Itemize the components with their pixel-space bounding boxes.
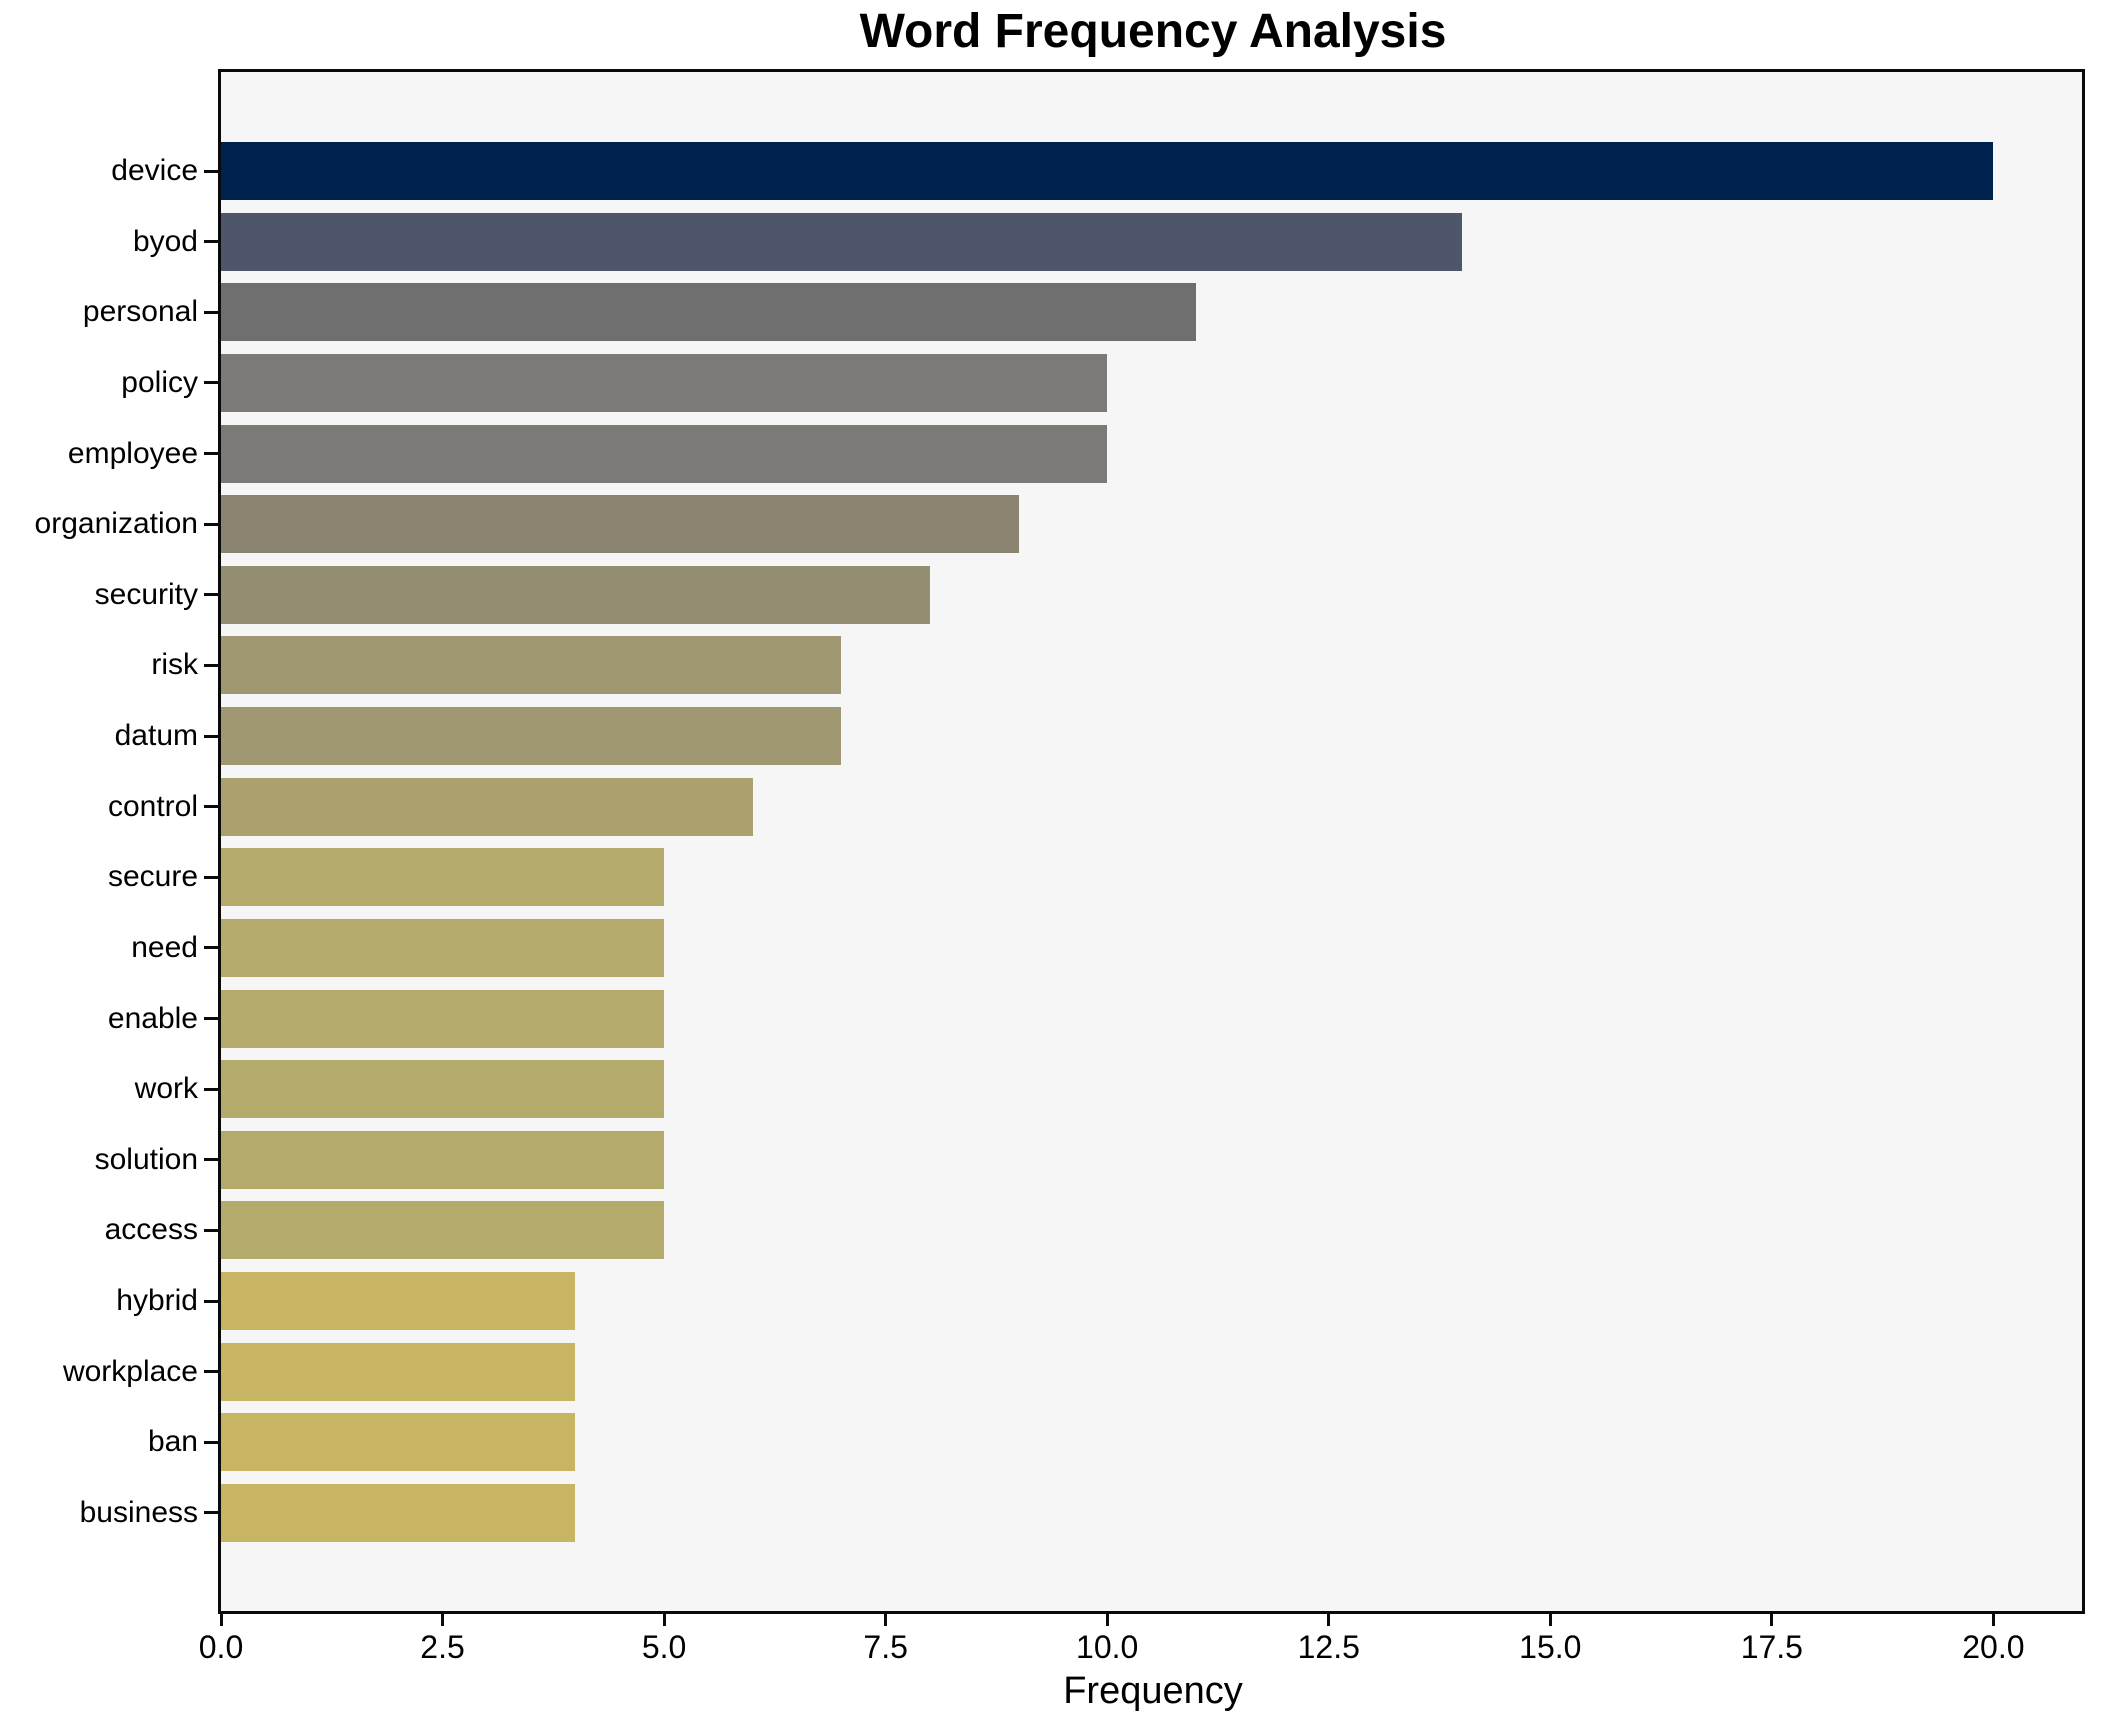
bar-business [221, 1483, 576, 1542]
x-tick-label-12.5: 12.5 [1297, 1629, 1360, 1665]
x-tick-label-17.5: 17.5 [1740, 1629, 1803, 1665]
plot-area [218, 69, 2085, 1614]
y-tick-mark-business [204, 1511, 218, 1515]
y-tick-mark-policy [204, 381, 218, 385]
y-tick-mark-secure [204, 875, 218, 879]
bar-employee [221, 424, 1108, 483]
bar-ban [221, 1413, 576, 1472]
x-tick-mark-10.0 [1105, 1614, 1109, 1626]
y-tick-mark-employee [204, 452, 218, 456]
x-tick-mark-2.5 [441, 1614, 445, 1626]
y-tick-mark-device [204, 169, 218, 173]
y-tick-label-secure: secure [107, 860, 198, 894]
bar-control [221, 777, 753, 836]
bar-enable [221, 989, 665, 1048]
chart-title: Word Frequency Analysis [859, 5, 1447, 58]
x-tick-label-2.5: 2.5 [420, 1629, 465, 1665]
x-tick-mark-17.5 [1770, 1614, 1774, 1626]
y-tick-mark-organization [204, 522, 218, 526]
y-tick-mark-security [204, 593, 218, 597]
y-tick-label-datum: datum [114, 719, 198, 753]
y-tick-label-enable: enable [107, 1001, 198, 1035]
bar-work [221, 1060, 665, 1119]
y-tick-label-policy: policy [121, 365, 198, 399]
y-tick-label-business: business [79, 1495, 198, 1529]
bar-datum [221, 707, 842, 766]
x-tick-label-7.5: 7.5 [863, 1629, 908, 1665]
x-tick-label-20.0: 20.0 [1962, 1629, 2025, 1665]
y-tick-mark-control [204, 805, 218, 809]
bar-solution [221, 1130, 665, 1189]
y-tick-mark-personal [204, 310, 218, 314]
y-tick-mark-access [204, 1228, 218, 1232]
y-tick-label-risk: risk [151, 648, 198, 682]
y-tick-label-access: access [104, 1213, 198, 1247]
x-tick-label-10.0: 10.0 [1076, 1629, 1139, 1665]
y-tick-label-device: device [111, 154, 198, 187]
bar-workplace [221, 1342, 576, 1401]
x-tick-label-15.0: 15.0 [1519, 1629, 1582, 1665]
y-tick-label-workplace: workplace [62, 1354, 198, 1388]
y-tick-label-security: security [94, 577, 198, 611]
bar-byod [221, 212, 1462, 271]
y-tick-mark-solution [204, 1158, 218, 1162]
x-tick-mark-7.5 [884, 1614, 888, 1626]
x-tick-label-0.0: 0.0 [198, 1629, 244, 1665]
y-tick-label-solution: solution [94, 1142, 198, 1176]
x-tick-mark-12.5 [1327, 1614, 1331, 1626]
y-tick-label-employee: employee [67, 436, 198, 470]
bar-organization [221, 495, 1019, 554]
y-tick-mark-hybrid [204, 1299, 218, 1303]
bar-device [221, 142, 1994, 200]
bar-need [221, 918, 665, 977]
bar-access [221, 1201, 665, 1260]
y-tick-label-work: work [134, 1072, 198, 1106]
y-tick-mark-workplace [204, 1370, 218, 1374]
bar-personal [221, 283, 1196, 342]
y-tick-label-organization: organization [34, 507, 198, 541]
y-tick-mark-datum [204, 734, 218, 738]
x-tick-mark-15.0 [1548, 1614, 1552, 1626]
y-tick-mark-need [204, 946, 218, 950]
y-tick-label-need: need [131, 930, 198, 964]
y-tick-mark-byod [204, 240, 218, 244]
y-tick-label-personal: personal [82, 295, 198, 329]
y-tick-label-control: control [107, 789, 198, 823]
y-tick-mark-ban [204, 1440, 218, 1444]
y-tick-mark-risk [204, 663, 218, 667]
x-tick-mark-0.0 [219, 1614, 223, 1626]
bar-risk [221, 636, 842, 695]
x-tick-mark-5.0 [662, 1614, 666, 1626]
x-tick-mark-20.0 [1991, 1614, 1995, 1626]
y-tick-label-hybrid: hybrid [116, 1284, 198, 1318]
x-axis-label: Frequency [1063, 1670, 1243, 1712]
bar-policy [221, 353, 1108, 412]
y-tick-label-byod: byod [132, 224, 198, 258]
bar-security [221, 565, 930, 624]
y-tick-mark-enable [204, 1017, 218, 1021]
y-tick-mark-work [204, 1087, 218, 1091]
y-tick-label-ban: ban [147, 1425, 198, 1459]
x-tick-label-5.0: 5.0 [641, 1629, 687, 1665]
bar-hybrid [221, 1272, 576, 1331]
bar-secure [221, 848, 665, 907]
